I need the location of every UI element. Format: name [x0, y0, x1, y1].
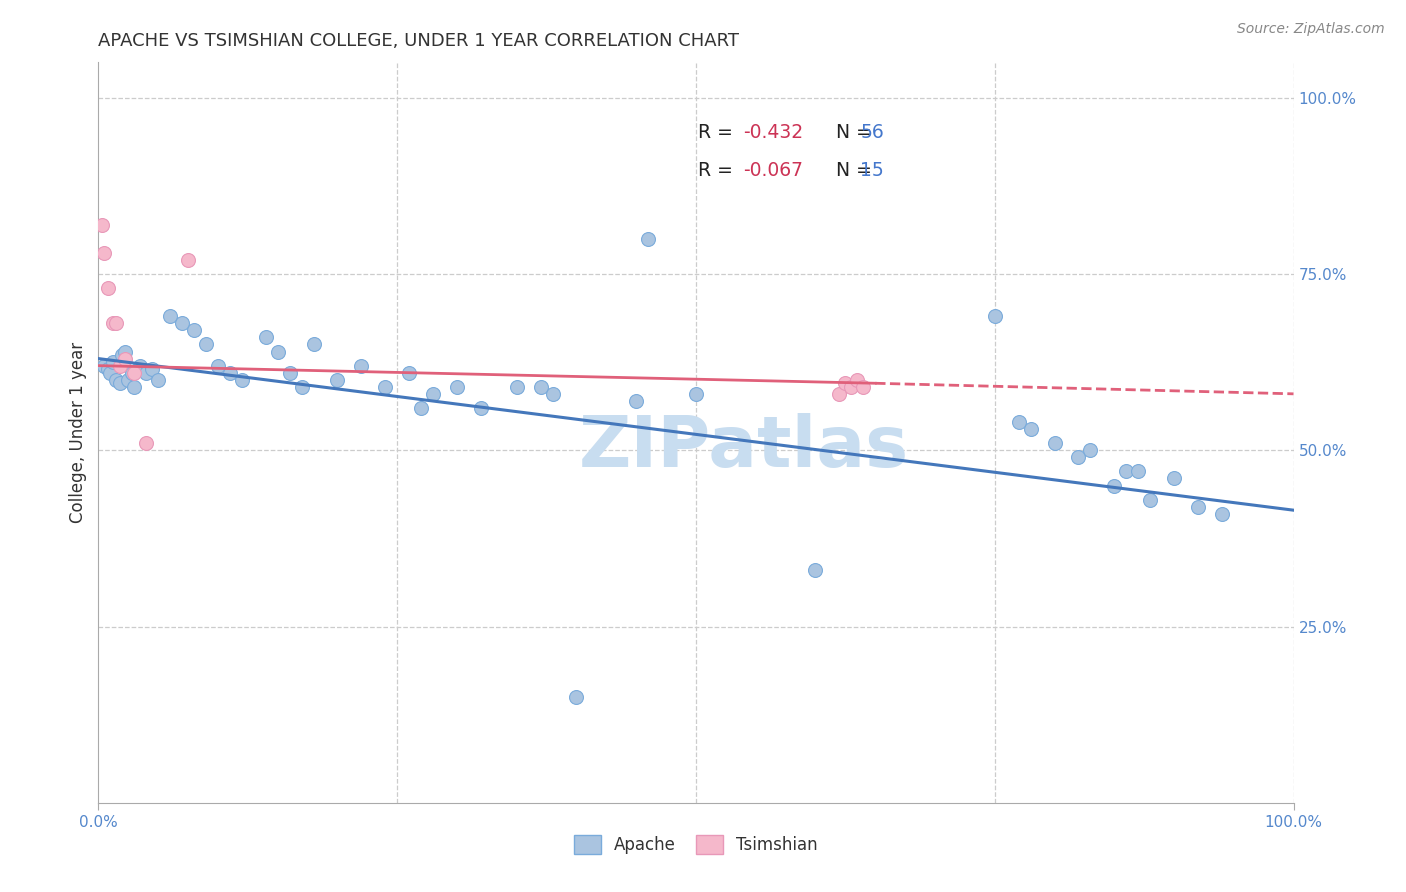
Point	[148, 373, 170, 387]
Point	[1211, 507, 1233, 521]
Point	[1128, 464, 1150, 478]
Point	[101, 316, 124, 330]
Point	[101, 355, 124, 369]
Point	[1008, 415, 1031, 429]
Point	[326, 373, 349, 387]
Point	[124, 380, 146, 394]
Point	[1139, 492, 1161, 507]
Text: 56: 56	[860, 123, 884, 142]
Point	[108, 376, 131, 391]
Point	[291, 380, 314, 394]
Point	[846, 373, 869, 387]
Point	[114, 344, 136, 359]
Point	[565, 690, 588, 704]
Legend: Apache, Tsimshian: Apache, Tsimshian	[568, 829, 824, 861]
Text: -0.432: -0.432	[744, 123, 803, 142]
Point	[834, 376, 856, 391]
Y-axis label: College, Under 1 year: College, Under 1 year	[69, 342, 87, 524]
Point	[219, 366, 242, 380]
Point	[135, 366, 157, 380]
Point	[93, 359, 115, 373]
Text: N =: N =	[818, 123, 877, 142]
Text: Source: ZipAtlas.com: Source: ZipAtlas.com	[1237, 22, 1385, 37]
Point	[1067, 450, 1090, 465]
Point	[97, 362, 120, 376]
Point	[267, 344, 290, 359]
Point	[302, 337, 325, 351]
Text: APACHE VS TSIMSHIAN COLLEGE, UNDER 1 YEAR CORRELATION CHART: APACHE VS TSIMSHIAN COLLEGE, UNDER 1 YEA…	[98, 32, 740, 50]
Point	[117, 373, 139, 387]
Point	[374, 380, 396, 394]
Point	[841, 380, 863, 394]
Point	[350, 359, 373, 373]
Point	[121, 366, 143, 380]
Point	[105, 316, 128, 330]
Point	[1043, 436, 1066, 450]
Point	[93, 245, 115, 260]
Point	[828, 387, 851, 401]
Point	[1115, 464, 1137, 478]
Point	[111, 348, 134, 362]
Point	[114, 351, 136, 366]
Point	[124, 366, 146, 380]
Point	[183, 323, 205, 337]
Point	[278, 366, 301, 380]
Point	[231, 373, 253, 387]
Point	[141, 362, 163, 376]
Point	[172, 316, 194, 330]
Point	[91, 218, 114, 232]
Point	[129, 359, 152, 373]
Point	[446, 380, 468, 394]
Point	[1080, 443, 1102, 458]
Point	[422, 387, 444, 401]
Point	[105, 373, 128, 387]
Text: R =: R =	[699, 161, 740, 180]
Point	[108, 359, 131, 373]
Point	[1019, 422, 1042, 436]
Text: 15: 15	[860, 161, 884, 180]
Point	[506, 380, 529, 394]
Point	[98, 366, 122, 380]
Text: ZIPatlas: ZIPatlas	[579, 413, 908, 482]
Point	[626, 393, 648, 408]
Point	[637, 232, 659, 246]
Point	[470, 401, 492, 415]
Point	[685, 387, 707, 401]
Point	[1187, 500, 1209, 514]
Point	[541, 387, 564, 401]
Point	[804, 563, 827, 577]
Text: N =: N =	[818, 161, 877, 180]
Point	[195, 337, 218, 351]
Text: R =: R =	[699, 123, 740, 142]
Point	[1163, 471, 1185, 485]
Point	[254, 330, 277, 344]
Point	[530, 380, 553, 394]
Point	[135, 436, 157, 450]
Text: -0.067: -0.067	[744, 161, 803, 180]
Point	[411, 401, 433, 415]
Point	[1104, 478, 1126, 492]
Point	[97, 281, 120, 295]
Point	[177, 252, 200, 267]
Point	[984, 310, 1007, 324]
Point	[207, 359, 229, 373]
Point	[852, 380, 875, 394]
Point	[159, 310, 181, 324]
Point	[398, 366, 420, 380]
